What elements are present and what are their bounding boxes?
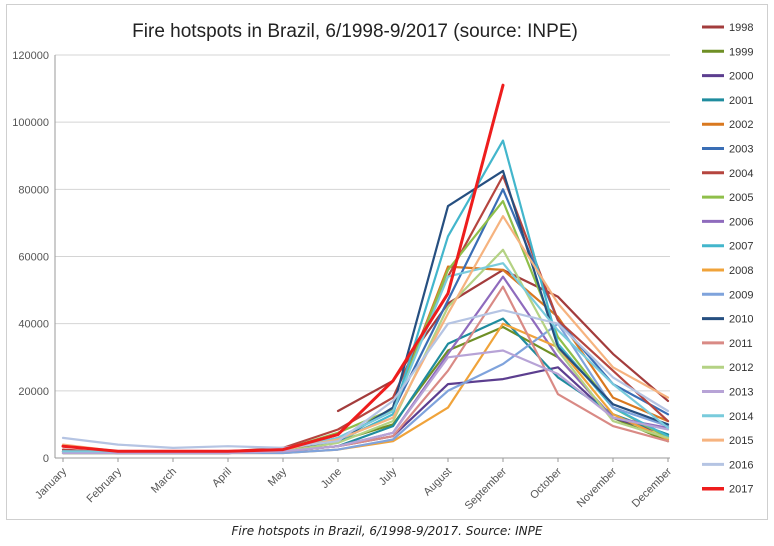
- legend-label-2001: 2001: [729, 95, 753, 107]
- series-line-2017: [61, 83, 505, 453]
- legend-label-2004: 2004: [729, 168, 753, 180]
- legend-label-2012: 2012: [729, 362, 753, 374]
- legend-label-2015: 2015: [729, 435, 753, 447]
- legend-label-2005: 2005: [729, 192, 753, 204]
- fire-hotspots-line-chart: Fire hotspots in Brazil, 6/1998-9/2017 (…: [12, 21, 753, 512]
- legend-label-2014: 2014: [729, 411, 753, 423]
- x-tick-label: January: [33, 465, 70, 502]
- series-line-2016: [61, 309, 670, 449]
- legend-label-2013: 2013: [729, 387, 753, 399]
- series-line-2013: [61, 349, 670, 455]
- x-tick-label: September: [463, 465, 510, 512]
- legend-label-2006: 2006: [729, 216, 753, 228]
- legend-label-2007: 2007: [729, 241, 753, 253]
- figure-caption: Fire hotspots in Brazil, 6/1998-9/2017. …: [231, 524, 543, 538]
- legend-label-2017: 2017: [729, 484, 753, 496]
- legend: 1998 1999 2000 2001 2002 2003 2004 2005 2006 2007…: [702, 22, 753, 496]
- legend-label-2016: 2016: [729, 459, 753, 471]
- x-axis: January February March April May June July Augu…: [33, 458, 674, 512]
- chart-title: Fire hotspots in Brazil, 6/1998-9/2017 (…: [132, 21, 578, 42]
- legend-label-2011: 2011: [729, 338, 753, 350]
- x-tick-label: November: [575, 465, 620, 510]
- x-tick-label: June: [319, 466, 344, 491]
- y-tick-label: 100000: [12, 117, 49, 129]
- x-tick-label: March: [149, 466, 179, 496]
- y-tick-label: 80000: [18, 184, 49, 196]
- series-line-2010: [61, 169, 670, 455]
- series-lines: [61, 83, 670, 455]
- y-tick-label: 40000: [18, 319, 49, 331]
- legend-label-2010: 2010: [729, 314, 753, 326]
- x-tick-label: July: [377, 465, 400, 488]
- y-tick-label: 120000: [12, 50, 49, 62]
- x-tick-label: October: [528, 465, 564, 501]
- legend-label-2003: 2003: [729, 144, 753, 156]
- legend-label-2000: 2000: [729, 71, 753, 83]
- gridlines: [55, 54, 670, 459]
- legend-label-1998: 1998: [729, 22, 753, 34]
- series-line-2015: [61, 215, 670, 453]
- x-tick-label: April: [210, 466, 234, 490]
- x-tick-label: May: [266, 465, 290, 489]
- y-tick-label: 20000: [18, 386, 49, 398]
- y-tick-label: 60000: [18, 252, 49, 264]
- series-line-2004: [61, 174, 670, 455]
- legend-label-1999: 1999: [729, 46, 753, 58]
- x-tick-label: December: [630, 465, 675, 510]
- x-tick-label: August: [421, 466, 454, 499]
- legend-label-2008: 2008: [729, 265, 753, 277]
- x-tick-label: February: [85, 465, 125, 505]
- y-axis: 0 20000 40000 60000 80000 100000 120000: [12, 50, 56, 465]
- legend-label-2009: 2009: [729, 289, 753, 301]
- legend-label-2002: 2002: [729, 119, 753, 131]
- y-tick-label: 0: [43, 453, 49, 465]
- series-line-2014: [61, 262, 670, 453]
